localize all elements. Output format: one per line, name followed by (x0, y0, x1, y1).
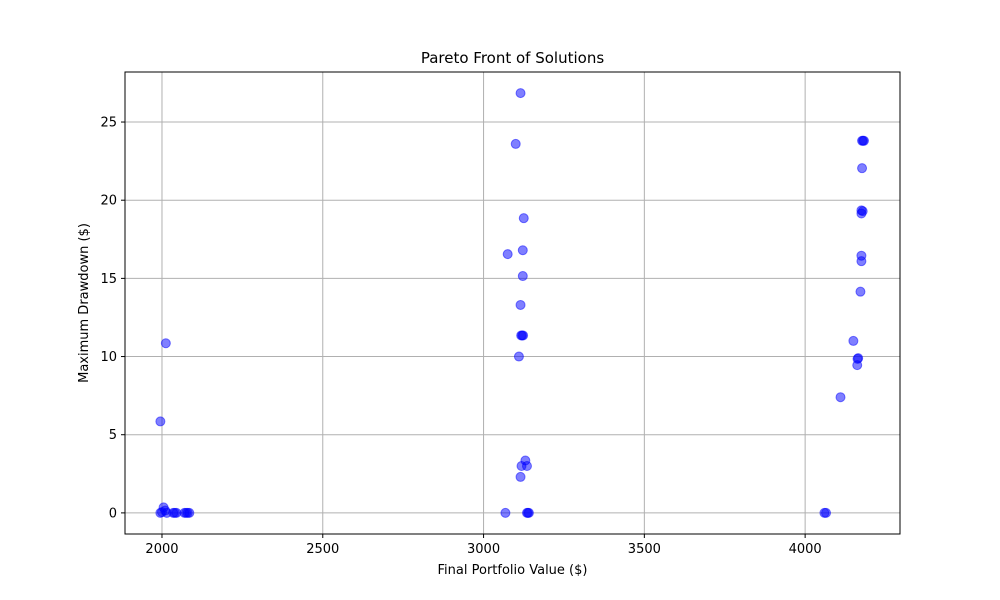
data-point (858, 135, 869, 146)
grid-lines (125, 72, 900, 534)
x-tick-label: 3500 (628, 542, 661, 557)
data-point (856, 208, 867, 219)
chart-title: Pareto Front of Solutions (421, 49, 604, 67)
data-point (856, 256, 867, 267)
data-point (184, 507, 195, 518)
data-point (515, 471, 526, 482)
y-tick-label: 0 (109, 506, 117, 521)
data-point (515, 299, 526, 310)
data-point (518, 213, 529, 224)
y-tick-label: 15 (100, 272, 117, 287)
plot-frame (124, 71, 901, 535)
y-tick-label: 10 (100, 350, 117, 365)
data-point (852, 360, 863, 371)
x-tick-label: 2000 (145, 542, 178, 557)
data-point (848, 335, 859, 346)
x-tick-label: 3000 (467, 542, 500, 557)
data-point (835, 392, 846, 403)
x-tick-label: 4000 (789, 542, 822, 557)
data-points (155, 88, 869, 518)
y-tick-label: 20 (100, 194, 117, 209)
axis-ticks: 2000 2500 3000 3500 4000 0 5 10 15 20 25 (100, 116, 821, 557)
data-point (518, 330, 529, 341)
data-point (855, 286, 866, 297)
data-point (510, 138, 521, 149)
y-tick-label: 5 (109, 428, 117, 443)
data-point (155, 416, 166, 427)
data-point (821, 507, 832, 518)
data-point (502, 249, 513, 260)
data-point (160, 338, 171, 349)
data-point (513, 351, 524, 362)
y-tick-label: 25 (100, 116, 117, 131)
data-point (521, 460, 532, 471)
x-axis-title: Final Portfolio Value ($) (438, 563, 588, 578)
data-point (857, 163, 868, 174)
data-point (523, 507, 534, 518)
data-point (517, 245, 528, 256)
x-tick-label: 2500 (306, 542, 339, 557)
data-point (515, 88, 526, 99)
data-point (500, 507, 511, 518)
y-axis-title: Maximum Drawdown ($) (77, 223, 92, 383)
data-point (517, 271, 528, 282)
